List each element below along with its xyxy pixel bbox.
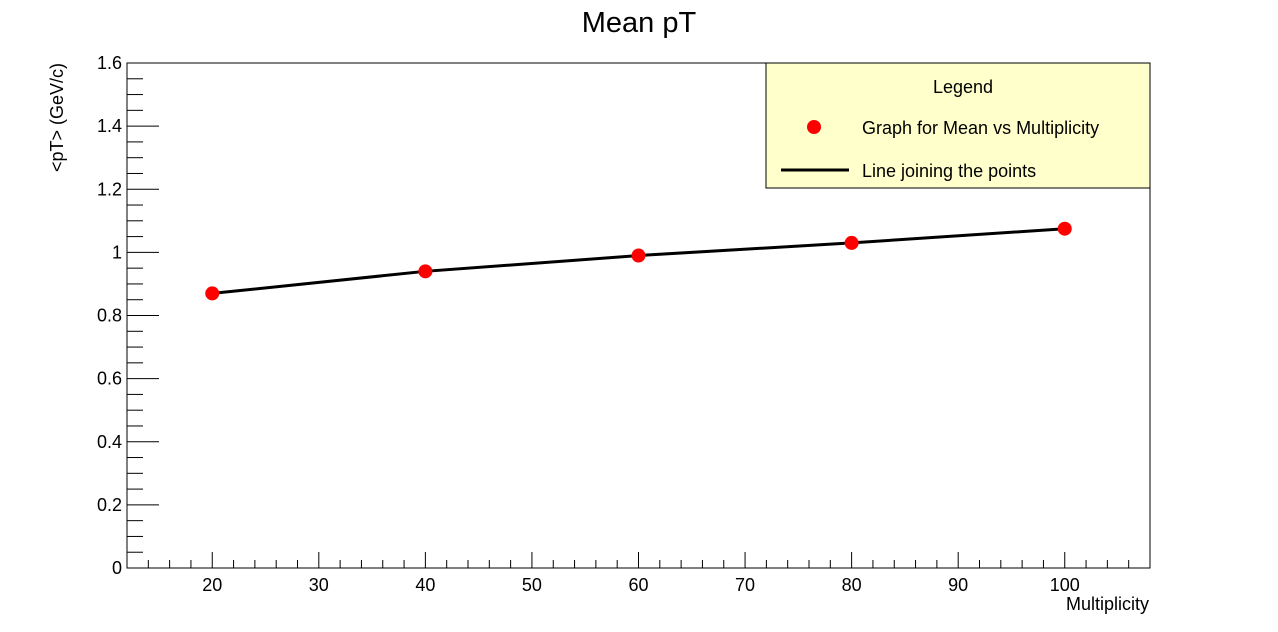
legend-entry-marker-label: Graph for Mean vs Multiplicity — [862, 118, 1099, 138]
x-tick-label: 30 — [309, 575, 329, 595]
y-tick-label: 1.2 — [97, 179, 122, 199]
y-axis-label: <pT> (GeV/c) — [47, 63, 67, 172]
data-point — [844, 235, 859, 250]
y-tick-label: 0 — [112, 558, 122, 578]
y-tick-label: 0.4 — [97, 432, 122, 452]
y-tick-label: 0.2 — [97, 495, 122, 515]
y-tick-label: 1.6 — [97, 53, 122, 73]
y-tick-label: 1.4 — [97, 116, 122, 136]
data-layer — [205, 221, 1072, 301]
data-point — [1057, 221, 1072, 236]
x-tick-label: 80 — [842, 575, 862, 595]
legend: Legend Graph for Mean vs Multiplicity Li… — [765, 62, 1151, 189]
legend-box — [765, 62, 1151, 189]
x-tick-label: 50 — [522, 575, 542, 595]
y-tick-label: 0.8 — [97, 306, 122, 326]
chart-title: Mean pT — [582, 7, 697, 39]
x-tick-label: 90 — [948, 575, 968, 595]
legend-title: Legend — [933, 77, 993, 97]
x-tick-label: 100 — [1050, 575, 1080, 595]
y-tick-label: 1 — [112, 242, 122, 262]
data-point — [205, 286, 220, 301]
data-point — [631, 248, 646, 263]
legend-marker-symbol — [807, 120, 821, 134]
x-tick-label: 20 — [202, 575, 222, 595]
axes: 20 30 40 50 60 70 80 90 100 0 0.2 0.4 0.6 0.8 1 1.2 1.4 1… — [97, 53, 1151, 595]
legend-entry-line-label: Line joining the points — [862, 161, 1036, 181]
x-tick-label: 70 — [735, 575, 755, 595]
y-tick-label: 0.6 — [97, 369, 122, 389]
x-axis-label: Multiplicity — [1066, 594, 1149, 614]
data-point — [418, 264, 433, 279]
x-tick-label: 40 — [415, 575, 435, 595]
x-tick-label: 60 — [628, 575, 648, 595]
